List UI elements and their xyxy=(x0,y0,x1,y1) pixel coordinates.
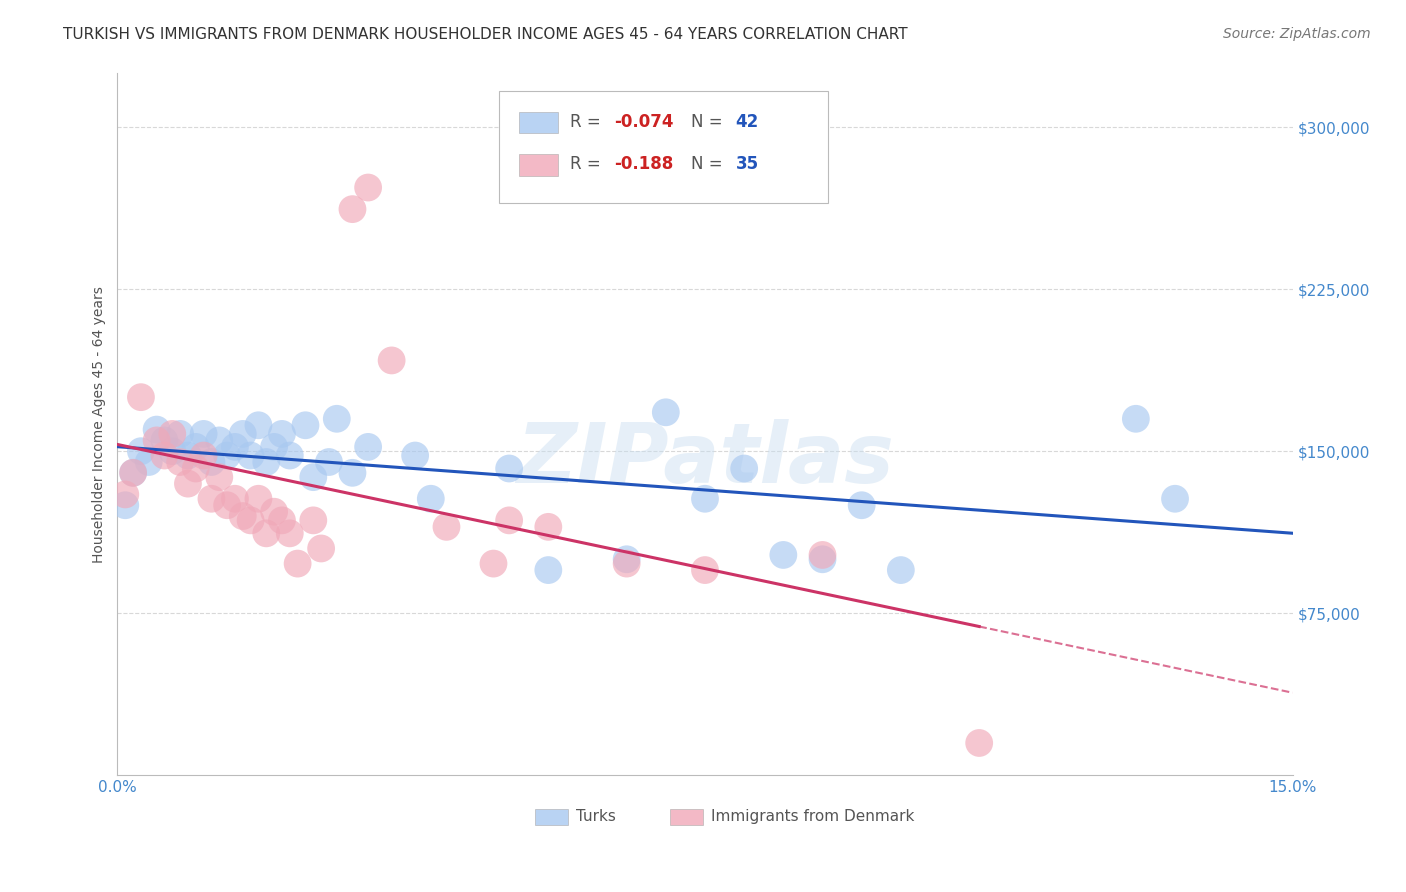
Point xyxy=(287,557,309,571)
Point xyxy=(537,520,560,534)
Point xyxy=(498,513,520,527)
Text: -0.074: -0.074 xyxy=(614,113,673,131)
Text: 42: 42 xyxy=(735,113,759,131)
Y-axis label: Householder Income Ages 45 - 64 years: Householder Income Ages 45 - 64 years xyxy=(93,285,107,563)
Point xyxy=(967,736,990,750)
Point xyxy=(122,466,145,480)
Point xyxy=(342,202,364,216)
FancyBboxPatch shape xyxy=(669,809,703,824)
Point xyxy=(302,513,325,527)
Point xyxy=(271,513,294,527)
Point xyxy=(177,476,200,491)
Text: ZIPatlas: ZIPatlas xyxy=(516,419,894,500)
Point xyxy=(537,563,560,577)
Point xyxy=(217,449,239,463)
Point xyxy=(436,520,458,534)
Text: 35: 35 xyxy=(735,155,759,173)
Point xyxy=(114,487,136,501)
Point xyxy=(419,491,441,506)
Point xyxy=(169,426,191,441)
Point xyxy=(655,405,678,419)
Point xyxy=(162,426,184,441)
FancyBboxPatch shape xyxy=(519,154,558,176)
Point xyxy=(693,491,716,506)
Point xyxy=(129,444,152,458)
Text: Immigrants from Denmark: Immigrants from Denmark xyxy=(711,809,914,823)
Point xyxy=(309,541,332,556)
Point xyxy=(772,548,794,562)
Point xyxy=(145,434,167,448)
Point xyxy=(404,449,426,463)
Point xyxy=(498,461,520,475)
Point xyxy=(122,466,145,480)
Point xyxy=(138,455,160,469)
Point xyxy=(271,426,294,441)
Text: N =: N = xyxy=(690,113,728,131)
Text: Turks: Turks xyxy=(575,809,616,823)
Point xyxy=(153,449,176,463)
Text: N =: N = xyxy=(690,155,728,173)
Text: R =: R = xyxy=(569,155,606,173)
Point xyxy=(239,513,262,527)
Point xyxy=(811,552,834,566)
Point xyxy=(254,526,277,541)
Point xyxy=(1125,411,1147,425)
Point xyxy=(326,411,349,425)
Point xyxy=(1164,491,1187,506)
Point xyxy=(263,505,285,519)
Point xyxy=(169,455,191,469)
Point xyxy=(193,426,215,441)
Point xyxy=(153,434,176,448)
Point xyxy=(247,418,270,433)
Point xyxy=(733,461,755,475)
Point xyxy=(208,470,231,484)
Text: R =: R = xyxy=(569,113,606,131)
Point xyxy=(318,455,340,469)
Text: -0.188: -0.188 xyxy=(614,155,673,173)
Point xyxy=(247,491,270,506)
FancyBboxPatch shape xyxy=(534,809,568,824)
Point xyxy=(184,461,207,475)
Point xyxy=(239,449,262,463)
Point xyxy=(232,509,254,524)
Text: TURKISH VS IMMIGRANTS FROM DENMARK HOUSEHOLDER INCOME AGES 45 - 64 YEARS CORRELA: TURKISH VS IMMIGRANTS FROM DENMARK HOUSE… xyxy=(63,27,908,42)
Point xyxy=(224,440,246,454)
Point xyxy=(294,418,316,433)
Point xyxy=(890,563,912,577)
Point xyxy=(342,466,364,480)
Point xyxy=(263,440,285,454)
Point xyxy=(224,491,246,506)
Text: Source: ZipAtlas.com: Source: ZipAtlas.com xyxy=(1223,27,1371,41)
Point xyxy=(232,426,254,441)
Point xyxy=(254,455,277,469)
Point xyxy=(200,455,222,469)
Point xyxy=(811,548,834,562)
Point xyxy=(193,449,215,463)
Point xyxy=(114,498,136,512)
Point xyxy=(145,423,167,437)
FancyBboxPatch shape xyxy=(519,112,558,134)
Point xyxy=(278,449,301,463)
Point xyxy=(693,563,716,577)
Point xyxy=(208,434,231,448)
Point xyxy=(616,552,638,566)
Point xyxy=(129,390,152,404)
Point xyxy=(302,470,325,484)
Point xyxy=(357,180,380,194)
Point xyxy=(482,557,505,571)
Point xyxy=(851,498,873,512)
Point xyxy=(217,498,239,512)
Point xyxy=(616,557,638,571)
Point xyxy=(162,444,184,458)
Point xyxy=(381,353,404,368)
FancyBboxPatch shape xyxy=(499,91,828,202)
Point xyxy=(278,526,301,541)
Point xyxy=(177,449,200,463)
Point xyxy=(184,440,207,454)
Point xyxy=(357,440,380,454)
Point xyxy=(200,491,222,506)
